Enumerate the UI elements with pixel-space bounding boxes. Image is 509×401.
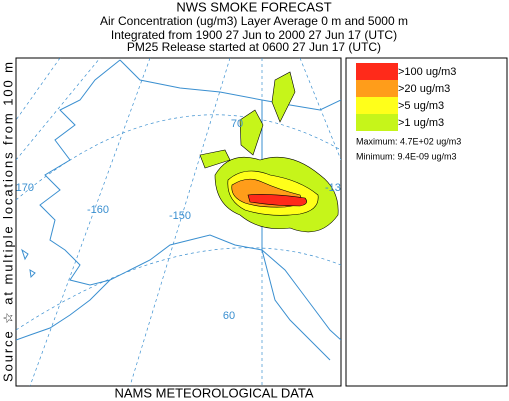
legend-swatch	[356, 97, 398, 114]
legend-swatch	[356, 80, 398, 97]
legend-label: >1 ug/m3	[398, 117, 444, 129]
legend-label: >5 ug/m3	[398, 100, 444, 112]
subtitle: Air Concentration (ug/m3) Layer Average …	[100, 14, 408, 28]
side-label: Source ☆ at multiple locations from 100 …	[0, 62, 15, 382]
map-frame: 70 -170 -160 -150 -130 60	[12, 57, 347, 387]
legend-swatch	[356, 63, 398, 80]
subtitle: Integrated from 1900 27 Jun to 2000 27 J…	[111, 28, 397, 42]
grid-label: -170	[12, 182, 34, 194]
title: NWS SMOKE FORECAST	[176, 0, 331, 14]
legend-label: >100 ug/m3	[398, 66, 456, 78]
grid-label: -130	[325, 182, 347, 194]
footer: NAMS METEOROLOGICAL DATA	[114, 385, 313, 400]
grid-label: 60	[223, 310, 235, 322]
legend-swatch	[356, 114, 398, 131]
maximum: Maximum: 4.7E+02 ug/m3	[356, 136, 461, 146]
grid-label: -160	[87, 204, 109, 216]
grid-label: 70	[231, 118, 243, 130]
legend: Maximum: 4.7E+02 ug/m3 Minimum: 9.4E-09 …	[345, 57, 508, 387]
minimum: Minimum: 9.4E-09 ug/m3	[356, 151, 457, 161]
subtitle: PM25 Release started at 0600 27 Jun 17 (…	[127, 40, 381, 54]
grid-label: -150	[169, 210, 191, 222]
smoke-plume	[199, 71, 339, 233]
legend-label: >20 ug/m3	[398, 83, 450, 95]
